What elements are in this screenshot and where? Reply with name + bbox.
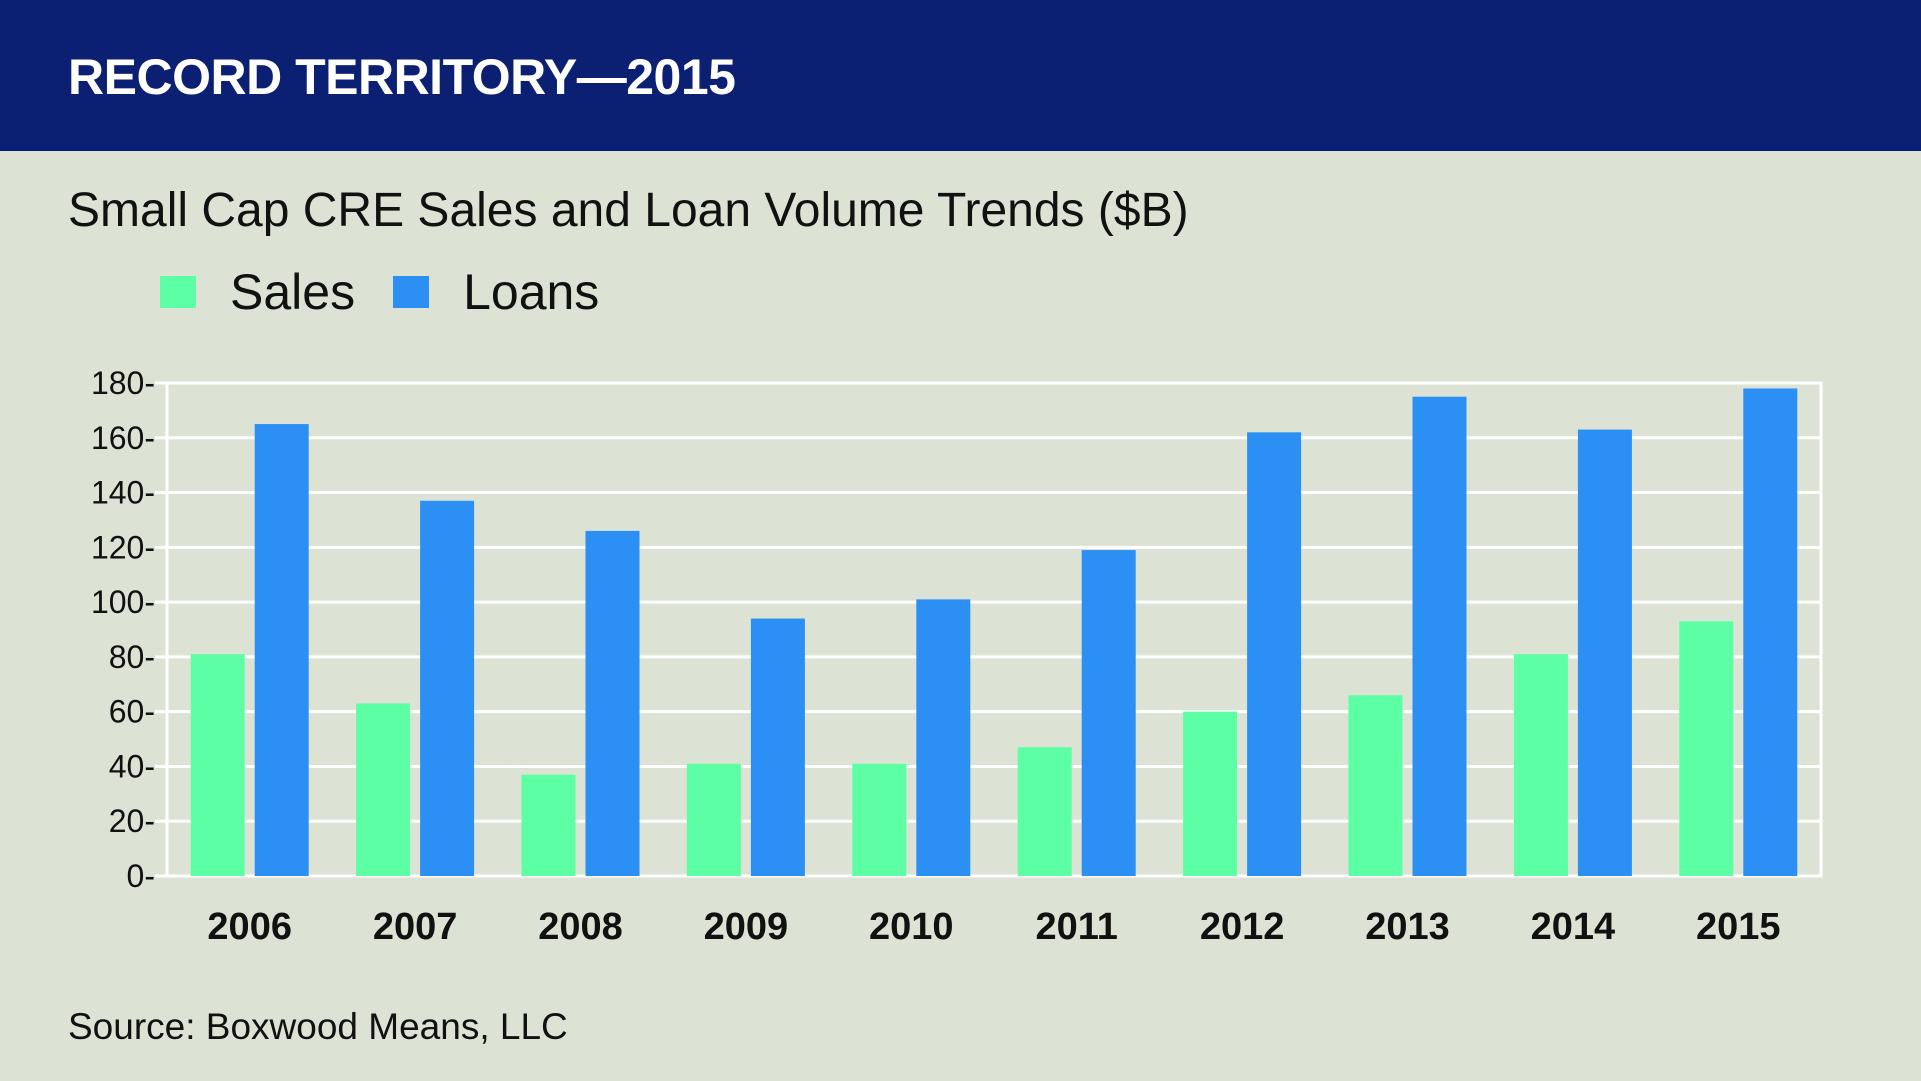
bar-loans-2010 [916,599,971,876]
x-tick-label: 2012 [1200,906,1285,948]
legend-item-loans: Loans [393,263,599,321]
bar-sales-2009 [686,763,741,876]
bar-sales-2014 [1513,654,1568,876]
bar-loans-2014 [1577,429,1632,876]
x-tick-label: 2010 [869,906,954,948]
y-tick-label: 120- [91,529,155,565]
bar-loans-2015 [1743,388,1798,876]
legend-label-sales: Sales [230,264,356,320]
bar-loans-2009 [750,618,805,876]
chart-title: Small Cap CRE Sales and Loan Volume Tren… [68,184,1189,237]
y-tick-label: 160- [91,420,155,456]
bar-sales-2007 [356,703,411,876]
legend-label-loans: Loans [463,264,600,320]
bar-sales-2015 [1679,621,1734,876]
legend-item-sales: Sales [160,263,355,321]
y-tick-label: 60- [109,694,155,730]
y-tick-label: 40- [109,748,155,784]
legend: Sales Loans [160,262,637,322]
gridlines [165,381,1823,878]
y-tick-label: 140- [91,475,155,511]
header-title: RECORD TERRITORY—2015 [68,49,736,105]
bar-sales-2006 [190,654,245,876]
bar-loans-2007 [420,500,475,876]
bar-sales-2012 [1183,711,1238,876]
bar-sales-2008 [521,774,576,876]
y-tick-label: 80- [109,639,155,675]
bar-loans-2006 [254,424,309,876]
y-tick-label: 100- [91,584,155,620]
bar-loans-2011 [1081,550,1136,876]
bar-sales-2010 [852,763,907,876]
bar-sales-2011 [1017,747,1072,876]
x-tick-label: 2008 [538,906,623,948]
plot-frame [165,381,1823,878]
bar-loans-2008 [585,530,640,876]
bar-loans-2013 [1412,396,1467,876]
header-bar: RECORD TERRITORY—2015 [0,0,1921,151]
bars [190,388,1798,876]
y-tick-label: 180- [91,365,155,401]
y-tick-label: 20- [109,803,155,839]
bar-loans-2012 [1247,432,1302,876]
axes: 0- 20- 40- 60- 80- 100- 120- 140- 160- 180- 2006 20… [91,365,1781,948]
bar-sales-2013 [1348,695,1403,876]
x-tick-label: 2015 [1696,906,1781,948]
y-tick-label: 0- [127,858,155,894]
x-tick-label: 2011 [1035,906,1117,948]
x-tick-label: 2006 [207,906,292,948]
x-tick-label: 2009 [704,906,789,948]
source-note: Source: Boxwood Means, LLC [68,1006,568,1047]
x-tick-label: 2014 [1531,906,1616,948]
legend-swatch-loans [393,276,430,308]
x-tick-label: 2007 [373,906,458,948]
legend-swatch-sales [160,276,196,308]
x-tick-label: 2013 [1365,906,1450,948]
